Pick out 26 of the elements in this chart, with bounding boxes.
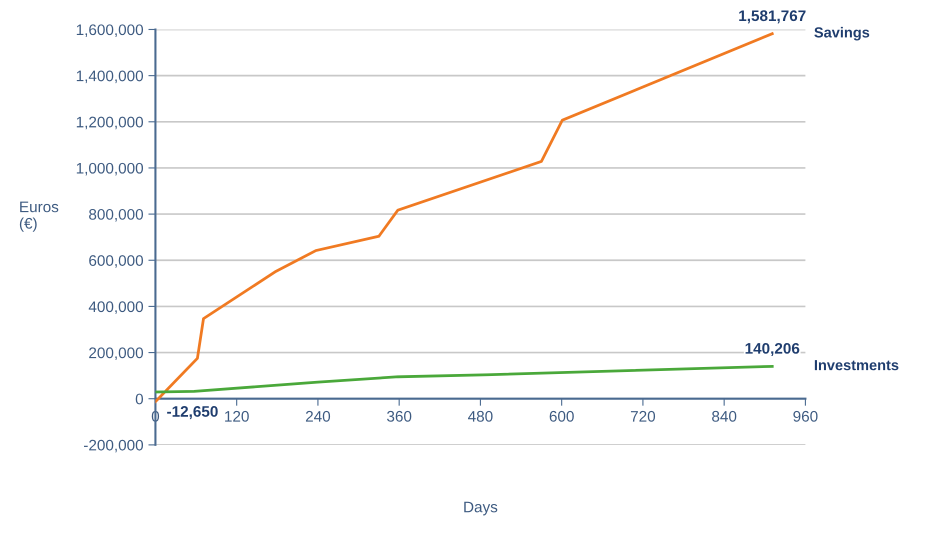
x-tick-label: 720	[630, 410, 656, 422]
data-label: -12,650	[167, 406, 218, 420]
x-tick-label: 480	[468, 410, 493, 422]
x-tick-label: 120	[225, 410, 249, 422]
text: Savings	[814, 26, 870, 41]
y-tick-label: 200,000	[89, 347, 144, 360]
y-tick-label: 1,200,000	[76, 116, 144, 130]
y-axis-title: Euros (€)	[20, 202, 58, 232]
y-tick-label: 1,600,000	[76, 24, 144, 37]
y-tick-label: 400,000	[88, 301, 144, 314]
x-tick-label: 840	[712, 410, 736, 422]
line-series	[155, 364, 774, 394]
y-tick-label: -200,000	[84, 440, 144, 452]
x-tick-label: 960	[793, 410, 818, 422]
data-label: 140,206	[746, 342, 800, 356]
y-tick-label: 600,000	[89, 255, 144, 268]
data-label: 1,581,767	[739, 10, 806, 24]
y-tick-label: 1,000,000	[76, 162, 144, 176]
y-tick-label: 0	[136, 394, 144, 404]
x-tick-label: 360	[387, 410, 412, 422]
y-tick-label: 800,000	[89, 208, 144, 222]
x-tick-label: 240	[306, 410, 330, 422]
x-axis-title: Days	[464, 502, 498, 516]
x-tick-label: 600	[550, 410, 574, 422]
y-tick-label: 1,400,000	[76, 70, 144, 84]
text: Investments	[814, 360, 898, 370]
